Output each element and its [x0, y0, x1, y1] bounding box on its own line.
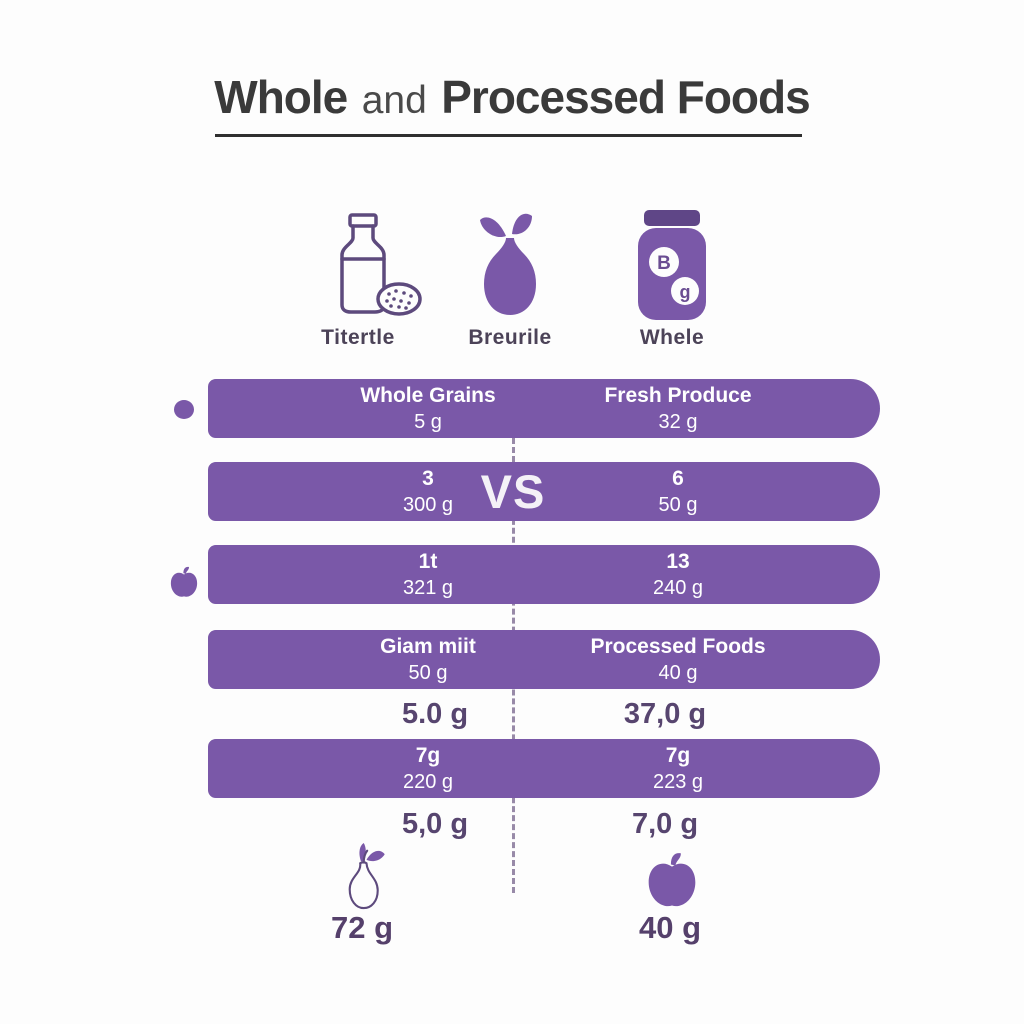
bar5-left-value: 220 g	[402, 771, 454, 794]
vs-label: VS	[480, 465, 546, 518]
bar1-right-value: 32 g	[658, 411, 698, 434]
icon-label-2: Breurile	[468, 326, 552, 349]
title-word-and: and	[361, 79, 427, 122]
bar2-right-value: 50 g	[658, 494, 698, 517]
apple-marker-icon	[170, 566, 198, 597]
bar3-left-title: 1t	[418, 549, 438, 573]
dot-marker	[174, 400, 194, 419]
comparison-bar-2: 3 300 g VS 6 50 g	[208, 462, 880, 521]
bar2-left-cell: 3 300 g	[278, 462, 578, 521]
bar1-right-cell: Fresh Produce 32 g	[538, 379, 818, 438]
jar-icon: B g	[638, 210, 706, 320]
icon-label-3: Whele	[639, 326, 705, 349]
bar1-right-title: Fresh Produce	[604, 383, 752, 407]
bar1-left-value: 5 g	[414, 411, 442, 434]
bar4-left-value: 50 g	[408, 662, 448, 685]
bar1-left-title: Whole Grains	[360, 383, 496, 407]
sub-value-row1-right: 37,0 g	[623, 698, 707, 730]
bar4-left-cell: Giam miit 50 g	[278, 630, 578, 689]
bar5-left-cell: 7g 220 g	[278, 739, 578, 798]
pear-icon	[348, 843, 385, 910]
bar5-right-title: 7g	[665, 743, 691, 767]
jar-glyph-top: B	[657, 253, 671, 274]
title-word-processed-foods: Processed Foods	[441, 71, 810, 123]
fig-icon	[480, 213, 536, 315]
bar3-right-cell: 13 240 g	[538, 545, 818, 604]
bar4-right-value: 40 g	[658, 662, 698, 685]
comparison-bar-5: 7g 220 g 7g 223 g	[208, 739, 880, 798]
comparison-bar-1: Whole Grains 5 g Fresh Produce 32 g	[208, 379, 880, 438]
bottom-left-value: 72 g	[330, 910, 394, 945]
bar2-right-cell: 6 50 g	[538, 462, 818, 521]
title-underline	[215, 134, 802, 137]
apple-icon	[648, 853, 696, 907]
bar4-right-cell: Processed Foods 40 g	[538, 630, 818, 689]
bar3-left-cell: 1t 321 g	[278, 545, 578, 604]
bar4-left-title: Giam miit	[380, 634, 476, 658]
bar3-right-title: 13	[666, 549, 690, 573]
bar4-right-title: Processed Foods	[590, 634, 766, 658]
bar2-left-value: 300 g	[402, 494, 454, 517]
title-word-whole: Whole	[214, 71, 348, 123]
comparison-bar-3: 1t 321 g 13 240 g	[208, 545, 880, 604]
page-title: Whole and Processed Foods	[0, 70, 1024, 124]
icon-label-1: Titertle	[321, 326, 395, 349]
sub-value-row1-left: 5.0 g	[401, 698, 469, 730]
bar5-right-cell: 7g 223 g	[538, 739, 818, 798]
bar2-right-title: 6	[672, 466, 684, 490]
bar5-left-title: 7g	[415, 743, 441, 767]
bar5-right-value: 223 g	[652, 771, 704, 794]
bottom-right-value: 40 g	[638, 910, 702, 945]
bar3-right-value: 240 g	[652, 577, 704, 600]
sub-value-row2-left: 5,0 g	[401, 808, 469, 840]
bar3-left-value: 321 g	[402, 577, 454, 600]
bar2-left-title: 3	[422, 466, 434, 490]
jar-glyph-bottom: g	[680, 282, 691, 302]
comparison-bar-4: Giam miit 50 g Processed Foods 40 g	[208, 630, 880, 689]
sub-value-row2-right: 7,0 g	[631, 808, 699, 840]
bar1-left-cell: Whole Grains 5 g	[278, 379, 578, 438]
milk-bottle-cookie-icon	[340, 213, 422, 316]
